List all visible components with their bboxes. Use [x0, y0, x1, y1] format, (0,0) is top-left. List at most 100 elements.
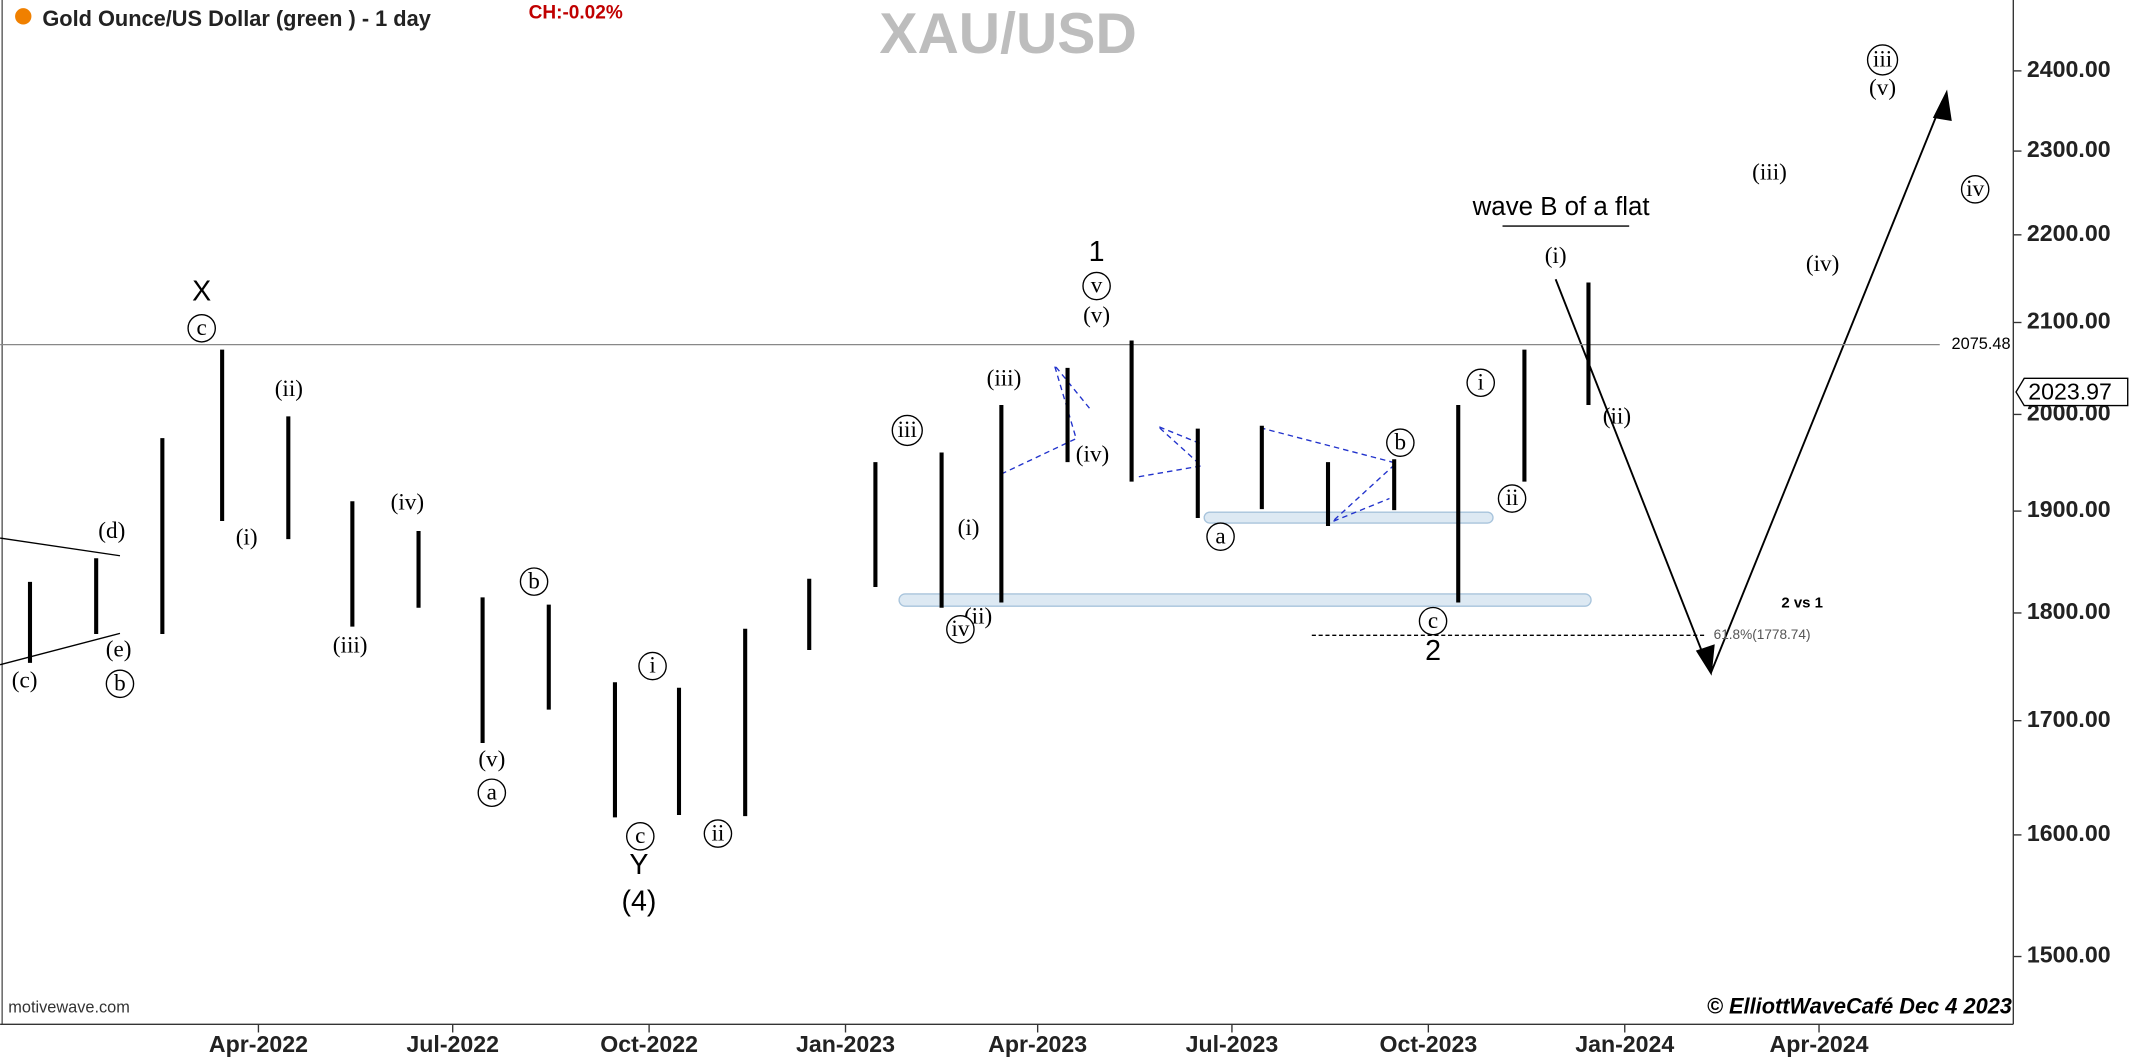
symbol: XAU/USD — [879, 2, 1136, 66]
wave-label: (ii) — [275, 376, 303, 402]
source: motivewave.com — [8, 998, 130, 1016]
wave-circle — [1386, 428, 1415, 457]
wave-label: (i) — [1545, 243, 1567, 269]
last-price-box — [2015, 377, 2129, 407]
wave-circle — [1466, 368, 1496, 398]
credit: © ElliottWaveCafé Dec 4 2023 — [1707, 994, 2012, 1019]
wave-label: c — [635, 823, 645, 849]
trend-line — [0, 632, 121, 666]
wave-label: X — [192, 275, 211, 307]
wave-label: (i) — [236, 525, 258, 551]
wave-label: (e) — [106, 636, 132, 662]
triangle-lines — [1000, 364, 1398, 523]
last-price-label: 2023.97 — [2028, 378, 2112, 404]
wave-label: (i) — [958, 515, 980, 541]
triangle-line — [1000, 364, 1091, 475]
x-tick-label: Jul-2022 — [406, 1031, 499, 1057]
wave-label: iv — [951, 616, 969, 642]
y-tick-label: 2300.00 — [2027, 136, 2111, 162]
wave-label: c — [1428, 608, 1438, 634]
series-dot — [15, 8, 32, 25]
change: CH:-0.02% — [529, 3, 623, 24]
wave-label: c — [197, 315, 207, 341]
y-tick-label: 1700.00 — [2027, 706, 2111, 732]
trend-line — [0, 537, 121, 557]
x-tick-label: Apr-2022 — [209, 1031, 308, 1057]
wave-circle — [1082, 271, 1111, 301]
wave-label: v — [1091, 273, 1103, 299]
wave-label: (c) — [12, 668, 38, 694]
triangle-line — [1259, 427, 1398, 523]
wave-circle — [1206, 522, 1235, 551]
wave-label: (iv) — [1076, 442, 1109, 468]
wave-label: iii — [1873, 47, 1892, 73]
chart-title: Gold Ounce/US Dollar (green ) - 1 day — [42, 6, 431, 31]
projection-arrow — [1710, 100, 1944, 674]
wave-label: (iii) — [987, 365, 1022, 391]
y-tick-label: 1500.00 — [2027, 942, 2111, 968]
fib-label: 61.8%(1778.74) — [1714, 627, 1811, 642]
wave-label: (iv) — [1806, 251, 1839, 277]
wave-label: ii — [1506, 485, 1519, 511]
arrow-head — [1932, 89, 1952, 122]
wave-label: 1 — [1089, 236, 1105, 268]
wave-label: (ii) — [1603, 403, 1631, 429]
x-tick-label: Oct-2022 — [600, 1031, 698, 1057]
triangle-line — [1138, 425, 1203, 478]
wave-label: (iv) — [391, 489, 424, 515]
wave-circle — [519, 567, 549, 596]
y-tick-label: 1800.00 — [2027, 598, 2111, 624]
level-label: 2075.48 — [1952, 335, 2011, 353]
wave-label: iv — [1966, 176, 1984, 202]
wave-circle — [187, 313, 216, 343]
arrow-head — [1695, 644, 1715, 676]
wave-label: 2 — [1425, 635, 1441, 667]
wave-circle — [703, 819, 733, 848]
wave-circle — [1866, 44, 1899, 76]
x-tick-label: Apr-2024 — [1770, 1031, 1869, 1057]
wave-label: a — [487, 779, 497, 805]
wave-circle — [625, 822, 655, 851]
y-tick-label: 2200.00 — [2027, 220, 2111, 246]
wave-label: (v) — [1869, 75, 1896, 101]
wave-circle — [1960, 175, 1990, 204]
y-tick-label: 2400.00 — [2027, 56, 2111, 82]
x-tick-label: Apr-2023 — [988, 1031, 1087, 1057]
x-tick-label: Jan-2023 — [796, 1031, 895, 1057]
wave-circle — [946, 614, 975, 644]
y-tick-label: 1600.00 — [2027, 820, 2111, 846]
wave-label: a — [1215, 523, 1225, 549]
wave-circle — [105, 669, 135, 699]
wave-label: (4) — [621, 886, 656, 918]
wave-circle — [638, 651, 667, 681]
projection — [1554, 89, 1952, 676]
support-zone — [1203, 511, 1494, 524]
wave-label: (v) — [478, 747, 505, 773]
wave-label: (v) — [1083, 303, 1110, 329]
wave-circle — [1497, 484, 1527, 513]
wave-label: (d) — [98, 518, 125, 544]
wave-label: (iii) — [333, 632, 368, 658]
x-tick-label: Oct-2023 — [1379, 1031, 1477, 1057]
wave-label: b — [1395, 429, 1407, 455]
x-tick-label: Jul-2023 — [1186, 1031, 1279, 1057]
wave-label: b — [114, 670, 126, 696]
wave-circle — [891, 414, 923, 447]
note: wave B of a flat — [1472, 193, 1650, 221]
wave-label: (iii) — [1752, 160, 1787, 186]
wave-label: i — [649, 653, 655, 679]
wave-label: i — [1478, 369, 1484, 395]
wave-label: Y — [629, 849, 648, 881]
wave-label: b — [528, 568, 540, 594]
projection-arrow — [1554, 278, 1710, 668]
y-tick-label: 2100.00 — [2027, 308, 2111, 334]
wave-label: ii — [712, 820, 725, 846]
wave-circle — [477, 778, 507, 808]
support-zone — [898, 593, 1592, 607]
y-tick-label: 1900.00 — [2027, 496, 2111, 522]
x-tick-label: Jan-2024 — [1575, 1031, 1674, 1057]
wave-circle — [1418, 606, 1448, 636]
note: 2 vs 1 — [1781, 594, 1823, 611]
